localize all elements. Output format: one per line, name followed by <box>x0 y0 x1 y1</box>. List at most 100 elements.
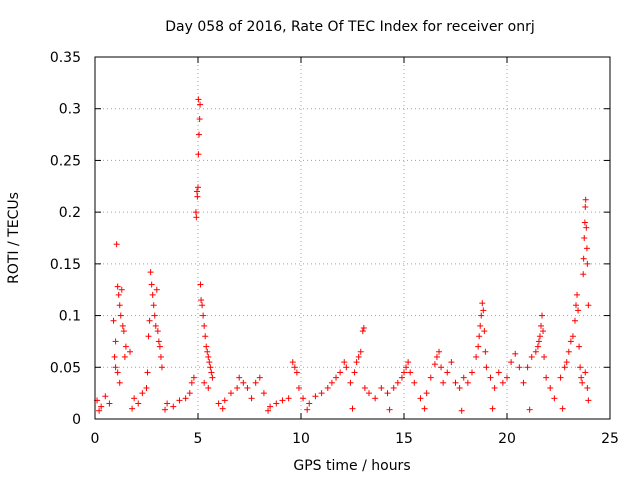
data-point <box>541 353 548 360</box>
data-point <box>116 302 123 309</box>
data-point <box>582 203 589 210</box>
data-point <box>361 384 368 391</box>
data-point <box>194 193 201 200</box>
data-point <box>205 353 212 360</box>
data-point <box>127 348 134 355</box>
x-axis-label: GPS time / hours <box>293 458 410 474</box>
data-point <box>148 281 155 288</box>
data-point <box>580 255 587 262</box>
data-point <box>117 312 124 319</box>
data-point <box>583 224 590 231</box>
data-point <box>436 348 443 355</box>
data-point <box>256 374 263 381</box>
data-point <box>337 369 344 376</box>
data-point <box>170 403 177 410</box>
data-point <box>203 343 210 350</box>
data-point <box>114 283 121 290</box>
data-point <box>176 397 183 404</box>
data-point <box>265 407 272 414</box>
data-point <box>240 379 247 386</box>
data-point <box>571 317 578 324</box>
data-point <box>574 291 581 298</box>
x-tick-label: 15 <box>395 431 413 447</box>
data-point <box>353 359 360 366</box>
data-point <box>417 395 424 402</box>
y-tick-label: 0.1 <box>59 309 81 325</box>
data-point <box>394 379 401 386</box>
data-points <box>94 96 592 414</box>
data-point <box>343 364 350 371</box>
data-point <box>293 369 300 376</box>
data-point <box>473 353 480 360</box>
data-point <box>195 184 201 191</box>
data-point <box>318 390 325 397</box>
data-point <box>279 397 286 404</box>
data-point <box>96 407 103 414</box>
data-point <box>584 260 591 267</box>
data-point <box>304 406 311 413</box>
data-point <box>182 395 189 402</box>
data-point <box>215 400 222 407</box>
data-point <box>252 379 259 386</box>
data-point <box>468 369 475 376</box>
data-point <box>150 302 157 309</box>
data-point <box>536 333 543 340</box>
data-point <box>483 364 490 371</box>
data-point <box>158 364 165 371</box>
data-point <box>561 364 568 371</box>
data-point <box>121 353 128 360</box>
data-point <box>578 374 585 381</box>
data-point <box>260 390 267 397</box>
data-point <box>440 379 447 386</box>
data-point <box>156 343 163 350</box>
data-point <box>147 269 154 276</box>
data-point <box>438 364 445 371</box>
data-point <box>537 322 544 329</box>
data-point <box>583 245 590 252</box>
data-point <box>577 364 584 371</box>
data-point <box>198 297 205 304</box>
data-point <box>499 379 506 386</box>
data-point <box>209 374 216 381</box>
y-tick-label: 0.05 <box>50 360 81 376</box>
data-point <box>475 343 482 350</box>
data-point <box>423 390 430 397</box>
grid-lines <box>95 57 610 419</box>
data-point <box>234 384 241 391</box>
data-point <box>534 343 541 350</box>
data-point <box>390 384 397 391</box>
data-point <box>115 291 122 298</box>
data-point <box>351 369 358 376</box>
data-point <box>201 322 208 329</box>
data-point <box>407 369 414 376</box>
data-point <box>504 374 510 381</box>
data-point <box>585 302 592 309</box>
data-point <box>576 343 583 350</box>
y-tick-label: 0.35 <box>50 50 81 66</box>
data-point <box>188 379 195 386</box>
data-point <box>227 390 234 397</box>
data-point <box>114 369 121 376</box>
data-point <box>248 395 255 402</box>
data-point <box>219 405 226 412</box>
data-point <box>452 379 459 386</box>
y-tick-label: 0.2 <box>59 205 81 221</box>
data-point <box>145 333 152 340</box>
data-point <box>289 359 296 366</box>
data-point <box>401 369 407 376</box>
data-point <box>532 348 539 355</box>
data-point <box>575 307 582 314</box>
data-point <box>106 400 113 407</box>
data-point <box>204 348 211 355</box>
data-point <box>154 328 161 335</box>
data-point <box>365 390 372 397</box>
data-point <box>149 291 156 298</box>
data-point <box>543 374 550 381</box>
data-point <box>112 338 119 345</box>
data-point <box>520 379 527 386</box>
data-point <box>112 364 119 371</box>
data-point <box>197 101 204 108</box>
data-point <box>193 188 200 195</box>
data-point <box>403 364 410 371</box>
